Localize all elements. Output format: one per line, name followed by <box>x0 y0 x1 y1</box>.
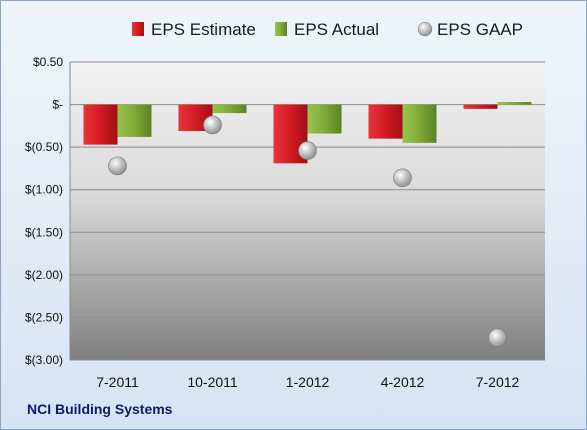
eps-gaap-point <box>298 141 317 160</box>
eps-gaap-point <box>393 168 412 188</box>
y-tick-label: $(0.50) <box>25 140 63 154</box>
x-tick-label: 7-2011 <box>96 374 139 390</box>
legend-label: EPS Estimate <box>151 20 256 39</box>
x-tick-label: 4-2012 <box>381 374 425 390</box>
eps-gaap-point <box>488 328 507 348</box>
company-label: NCI Building Systems <box>27 401 173 417</box>
eps-actual-legend-swatch <box>275 22 287 36</box>
eps-estimate-legend-swatch <box>132 22 144 36</box>
x-tick-label: 7-2012 <box>476 374 520 390</box>
eps-actual-bar <box>402 104 437 143</box>
y-tick-label: $- <box>52 98 63 112</box>
y-tick-label: $0.50 <box>33 55 63 69</box>
x-tick-label: 10-2011 <box>187 374 238 390</box>
x-tick-labels: 7-2011 10-2011 1-2012 4-2012 7-2012 <box>96 374 519 390</box>
eps-actual-bar <box>497 102 532 105</box>
points <box>108 115 507 348</box>
eps-estimate-bar <box>83 104 118 145</box>
eps-gaap-point <box>203 115 222 135</box>
y-tick-label: $(1.00) <box>25 183 63 197</box>
y-tick-label: $(3.00) <box>25 353 63 367</box>
legend-label: EPS Actual <box>294 20 379 39</box>
y-tick-label: $(2.00) <box>25 268 63 282</box>
y-tick-label: $(1.50) <box>25 225 63 239</box>
eps-actual-bar <box>117 104 152 137</box>
bars <box>83 102 532 164</box>
eps-estimate-bar <box>368 104 403 139</box>
y-tick-labels: $0.50 $- $(0.50) $(1.00) $(1.50) $(2.00) $(2.5… <box>25 55 63 367</box>
eps-actual-bar <box>307 104 342 134</box>
legend-label: EPS GAAP <box>437 20 523 39</box>
eps-actual-bar <box>212 104 247 114</box>
eps-gaap-legend-swatch <box>417 21 433 37</box>
eps-gaap-point <box>108 156 127 176</box>
x-tick-label: 1-2012 <box>286 374 330 390</box>
eps-estimate-bar <box>463 104 498 109</box>
legend: EPS Estimate EPS Actual EPS GAAP <box>132 20 523 39</box>
y-tick-label: $(2.50) <box>25 310 63 324</box>
